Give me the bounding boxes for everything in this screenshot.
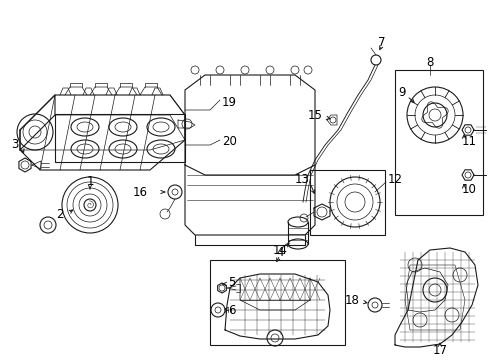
Text: 1: 1 [86, 175, 94, 189]
Text: 5: 5 [227, 275, 235, 288]
Text: 19: 19 [222, 95, 237, 108]
Text: 7: 7 [378, 36, 385, 49]
Text: 14: 14 [272, 243, 287, 256]
Text: 12: 12 [387, 174, 402, 186]
Text: 10: 10 [461, 184, 476, 197]
Text: 20: 20 [222, 135, 236, 148]
Bar [55, 114, 184, 162]
Text: 4: 4 [276, 246, 283, 258]
Text: 8: 8 [426, 55, 433, 68]
Bar [209, 260, 345, 345]
Text: 3: 3 [11, 139, 19, 152]
Text: 18: 18 [345, 293, 359, 306]
Text: 16: 16 [133, 186, 148, 199]
Text: 15: 15 [307, 109, 323, 122]
Text: 13: 13 [295, 174, 309, 186]
Text: 9: 9 [397, 85, 405, 99]
Text: 2: 2 [56, 208, 63, 221]
Bar [309, 170, 384, 235]
Text: 6: 6 [227, 303, 235, 316]
Text: 17: 17 [431, 343, 447, 356]
Bar [394, 70, 482, 215]
Text: 11: 11 [461, 135, 476, 148]
